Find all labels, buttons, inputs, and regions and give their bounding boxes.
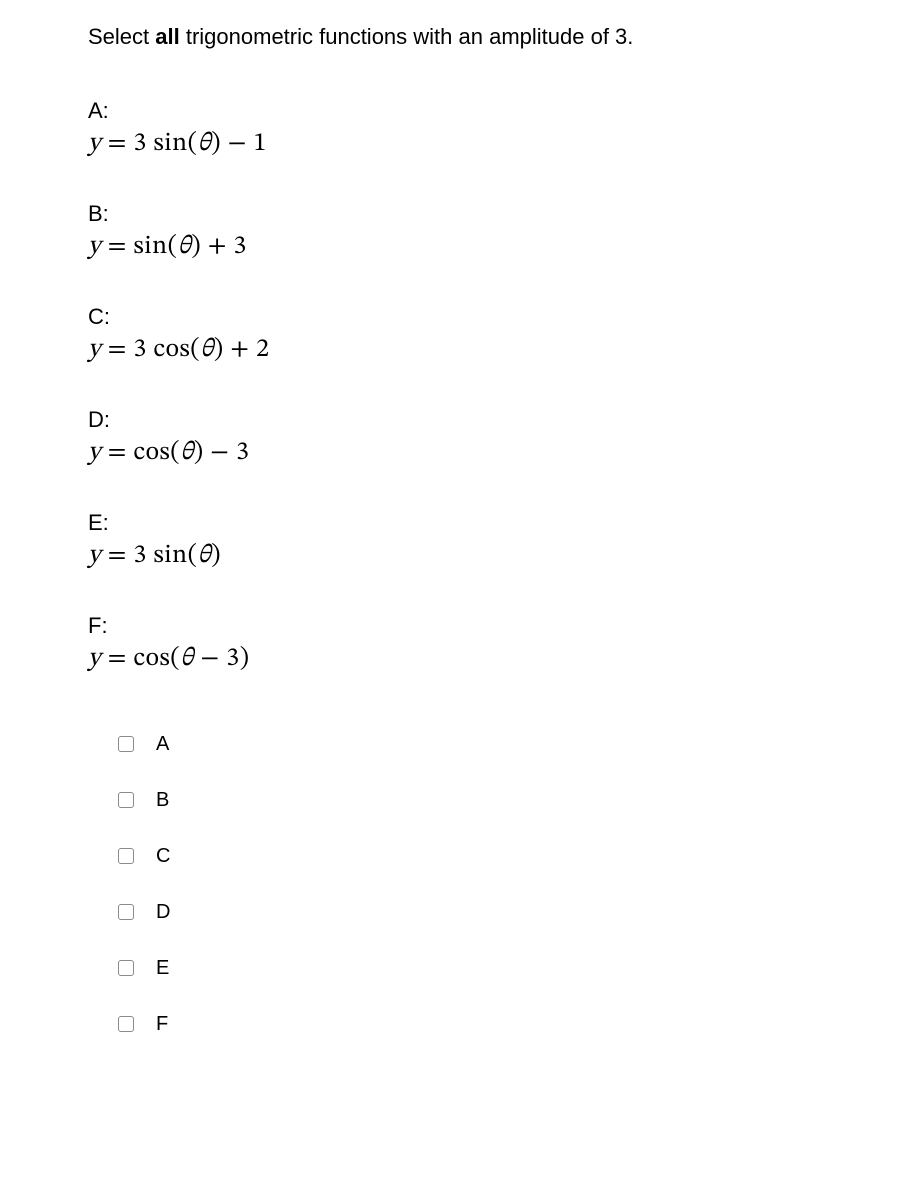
option-block-c: C: y = 3 cos(θ) + 2: [88, 304, 824, 367]
option-label: A:: [88, 98, 824, 124]
option-label: C:: [88, 304, 824, 330]
answer-row-b[interactable]: B: [118, 772, 824, 828]
option-block-d: D: y = cos(θ) − 3: [88, 407, 824, 470]
answer-row-e[interactable]: E: [118, 940, 824, 996]
prompt-post: trigonometric functions with an amplitud…: [180, 24, 634, 49]
answer-letter: B: [156, 789, 169, 812]
answer-row-c[interactable]: C: [118, 828, 824, 884]
option-label: E:: [88, 510, 824, 536]
option-block-e: E: y = 3 sin(θ): [88, 510, 824, 573]
answers-list: A B C D E F: [88, 716, 824, 1052]
checkbox-a[interactable]: [118, 736, 134, 752]
answer-row-a[interactable]: A: [118, 716, 824, 772]
answer-letter: D: [156, 901, 170, 924]
option-equation: y = 3 sin(θ): [88, 540, 824, 573]
option-equation: y = cos(θ) − 3: [88, 437, 824, 470]
option-label: F:: [88, 613, 824, 639]
option-label: D:: [88, 407, 824, 433]
option-label: B:: [88, 201, 824, 227]
checkbox-e[interactable]: [118, 960, 134, 976]
checkbox-b[interactable]: [118, 792, 134, 808]
answer-letter: C: [156, 845, 170, 868]
option-block-a: A: y = 3 sin(θ) − 1: [88, 98, 824, 161]
prompt-bold: all: [155, 24, 179, 49]
option-equation: y = cos(θ − 3): [88, 643, 824, 676]
option-block-b: B: y = sin(θ) + 3: [88, 201, 824, 264]
checkbox-f[interactable]: [118, 1016, 134, 1032]
answer-letter: A: [156, 733, 169, 756]
answer-row-d[interactable]: D: [118, 884, 824, 940]
option-equation: y = 3 sin(θ) − 1: [88, 128, 824, 161]
option-equation: y = 3 cos(θ) + 2: [88, 334, 824, 367]
question-prompt: Select all trigonometric functions with …: [88, 24, 824, 50]
answer-row-f[interactable]: F: [118, 996, 824, 1052]
prompt-pre: Select: [88, 24, 155, 49]
answer-letter: E: [156, 957, 169, 980]
checkbox-c[interactable]: [118, 848, 134, 864]
options-list: A: y = 3 sin(θ) − 1 B: y = sin(θ) + 3 C: y = …: [88, 98, 824, 676]
option-block-f: F: y = cos(θ − 3): [88, 613, 824, 676]
answer-letter: F: [156, 1013, 168, 1036]
option-equation: y = sin(θ) + 3: [88, 231, 824, 264]
checkbox-d[interactable]: [118, 904, 134, 920]
